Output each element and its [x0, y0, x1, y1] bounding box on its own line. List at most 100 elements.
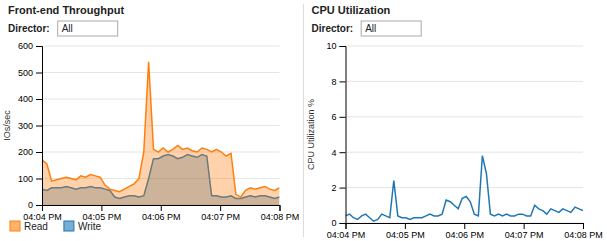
tick: 10: [326, 41, 345, 51]
tick-label: 04:07 PM: [505, 230, 544, 240]
tick-mark: [36, 205, 42, 206]
tick-mark: [340, 152, 346, 153]
tick-label: 04:08 PM: [564, 230, 603, 240]
tick-mark: [340, 223, 346, 224]
plot: 04:04 PM 04:05 PM 04:06 PM 04:07 PM 04:08 PM…: [306, 41, 603, 240]
tick-label: 200: [18, 147, 33, 157]
panel: CPU Utilization Director: All 04:04 PM 04:05…: [304, 4, 603, 240]
line: [42, 62, 280, 197]
tick-mark: [36, 126, 42, 127]
tick-label: 0: [28, 200, 33, 210]
annotation: All: [365, 23, 376, 34]
tick-label: 04:05 PM: [386, 230, 425, 240]
panel-separator: [303, 4, 304, 237]
tick-mark: [101, 205, 102, 211]
annotation: Director:: [312, 23, 354, 34]
tick-mark: [464, 223, 465, 229]
grid-line: [42, 125, 280, 126]
tick-mark: [280, 205, 281, 211]
tick: 6: [331, 112, 345, 122]
grid: [346, 46, 584, 223]
tick-label: 04:04 PM: [327, 230, 366, 240]
tick-label: 04:07 PM: [201, 212, 240, 222]
plot: 04:04 PM04:05 PM04:06 PM04:07 PM04:08 PM…: [2, 41, 299, 222]
dropdown-box: [58, 21, 118, 36]
x-axis: 04:04 PM 04:05 PM 04:06 PM 04:07 PM 04:08 PM: [327, 223, 603, 240]
tick-label: 4: [331, 148, 336, 158]
tick: 04:07 PM: [505, 223, 544, 240]
chart-root: Front-end ThroughputDirector:All04:04 PM…: [0, 0, 607, 241]
tick-mark: [36, 152, 42, 153]
y-axis: 0 100 200 300 400 500 600: [18, 41, 43, 210]
tick: 500: [18, 68, 42, 78]
tick: 04:05 PM: [83, 205, 122, 222]
annotation: Director:: [8, 23, 50, 34]
tick-label: 2: [331, 183, 336, 193]
marks: [42, 62, 280, 205]
tick-mark: [524, 223, 525, 229]
tick-label: 04:06 PM: [142, 212, 181, 222]
area: [42, 62, 280, 205]
tick-mark: [583, 223, 584, 229]
axis-line: [36, 47, 43, 206]
tick-label: 10: [326, 41, 336, 51]
tick: 04:07 PM: [201, 205, 240, 222]
tick-mark: [405, 223, 406, 229]
legend-entry: Write: [78, 221, 102, 232]
tick: 100: [18, 174, 42, 184]
y-axis: 0 2 4 6 8 10: [326, 41, 346, 228]
panel: Front-end ThroughputDirector:All04:04 PM…: [2, 4, 299, 232]
tick-label: 300: [18, 121, 33, 131]
tick-mark: [340, 81, 346, 82]
axis-line: [340, 47, 347, 224]
tick-label: 400: [18, 94, 33, 104]
tick: 04:08 PM: [564, 223, 603, 240]
y-axis-title: CPU Utilization %: [306, 99, 316, 170]
tick-mark: [340, 46, 346, 47]
tick-label: 8: [331, 77, 336, 87]
legend-swatch: [64, 221, 74, 231]
grid-line: [346, 116, 584, 117]
tick-mark: [36, 99, 42, 100]
legend-swatch: [10, 221, 20, 231]
tick-label: 04:06 PM: [445, 230, 484, 240]
tick-label: 0: [331, 218, 336, 228]
axis-line: [346, 224, 584, 230]
annotation: All: [62, 23, 73, 34]
grid-line: [42, 99, 280, 100]
tick: 0: [28, 200, 42, 210]
tick: 04:05 PM: [386, 223, 425, 240]
tick: 400: [18, 94, 42, 104]
grid-line: [346, 81, 584, 82]
dropdown-box: [361, 21, 421, 36]
grid-line: [346, 187, 584, 188]
tick-label: 500: [18, 68, 33, 78]
tick: 2: [331, 183, 345, 193]
tick-label: 6: [331, 112, 336, 122]
line: [346, 156, 584, 221]
tick-mark: [340, 188, 346, 189]
tick: 8: [331, 77, 345, 87]
tick-mark: [36, 73, 42, 74]
tick-label: 04:08 PM: [261, 212, 300, 222]
tick-mark: [36, 179, 42, 180]
tick: 600: [18, 41, 42, 51]
x-axis: 04:04 PM04:05 PM04:06 PM04:07 PM04:08 PM: [23, 205, 299, 222]
marks: [346, 156, 584, 221]
tick-label: 600: [18, 41, 33, 51]
tick: 200: [18, 147, 42, 157]
grid-line: [346, 152, 584, 153]
title: CPU Utilization: [312, 4, 391, 16]
tick: 04:06 PM: [142, 205, 181, 222]
tick: 300: [18, 121, 42, 131]
tick-mark: [36, 46, 42, 47]
axis-line: [43, 206, 281, 212]
legend: Read Write: [10, 221, 101, 232]
tick: 04:08 PM: [261, 205, 300, 222]
legend-entry: Read: [24, 221, 48, 232]
tick-mark: [161, 205, 162, 211]
tick: 04:06 PM: [445, 223, 484, 240]
grid: [42, 46, 280, 205]
tick-mark: [220, 205, 221, 211]
tick: 4: [331, 148, 345, 158]
